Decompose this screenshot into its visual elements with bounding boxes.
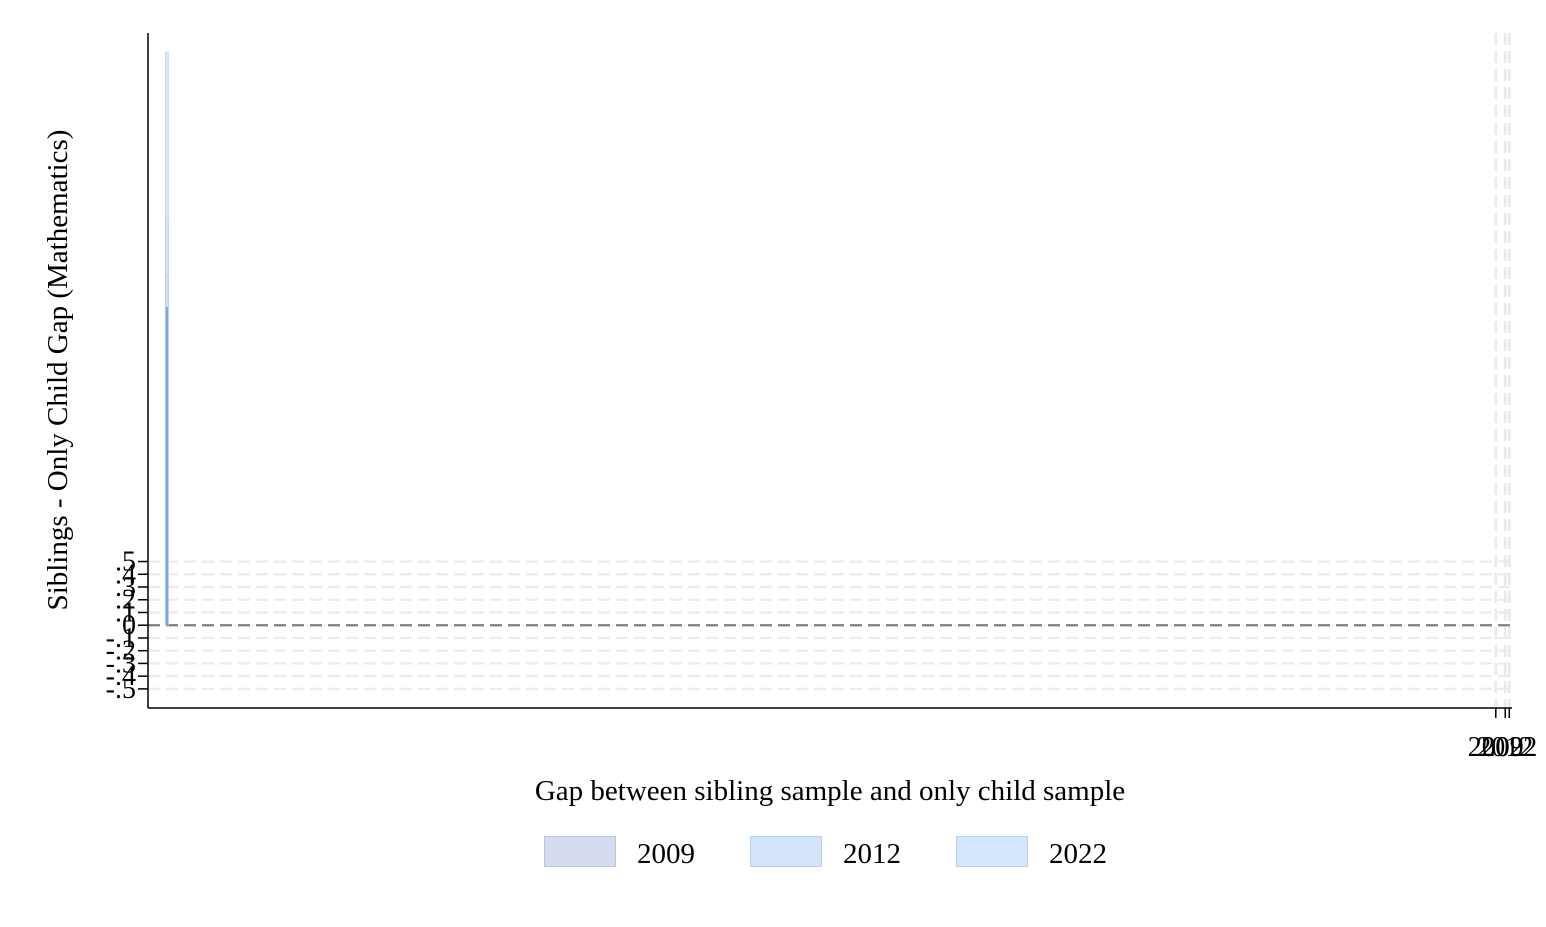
y-tick-label-3: -.2 — [106, 636, 136, 667]
y-tick-label-6: .1 — [115, 597, 136, 628]
y-tick-label-10: .5 — [115, 547, 136, 578]
legend-swatch-2009 — [544, 836, 616, 867]
legend-label-2012: 2012 — [843, 838, 901, 870]
y-tick-label-5: 0 — [122, 610, 136, 641]
legend-swatch-2012 — [750, 836, 822, 867]
y-tick-label-9: .4 — [115, 559, 136, 590]
y-axis-title: Siblings - Only Child Gap (Mathematics) — [42, 130, 74, 611]
x-tick-label-1: 2012 — [1477, 732, 1533, 763]
legend: 2009 2012 2022 — [0, 836, 1546, 870]
axes — [147, 33, 1512, 709]
x-axis-title: Gap between sibling sample and only chil… — [535, 775, 1125, 807]
y-tick-label-4: -.1 — [106, 623, 136, 654]
x-tick-label-0: 2009 — [1468, 732, 1524, 763]
legend-label-2009: 2009 — [637, 838, 695, 870]
y-tick-label-1: -.4 — [106, 661, 136, 692]
y-tick-label-0: -.5 — [106, 674, 136, 705]
series-layer — [165, 51, 169, 626]
y-tick-label-2: -.3 — [106, 648, 136, 679]
y-tick-label-7: .2 — [115, 585, 136, 616]
y-tick-label-8: .3 — [115, 572, 136, 603]
legend-label-2022: 2022 — [1049, 838, 1107, 870]
gridlines — [148, 33, 1512, 708]
x-tick-label-2: 2022 — [1481, 732, 1537, 763]
legend-swatch-2022 — [956, 836, 1028, 867]
